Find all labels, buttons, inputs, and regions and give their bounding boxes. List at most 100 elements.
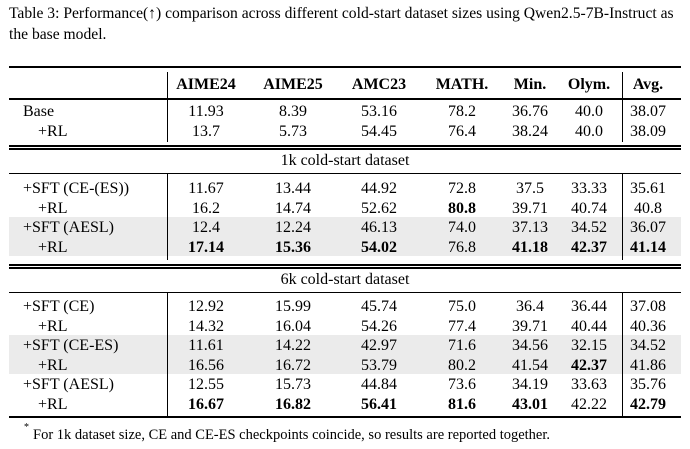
table-cell: 78.2: [448, 103, 476, 120]
table-cell: 77.4: [448, 317, 476, 335]
table-cell: 41.86: [630, 356, 666, 374]
row-label: +RL: [38, 317, 68, 335]
row-label: +RL: [38, 395, 68, 413]
column-header: AIME24: [176, 76, 236, 93]
table-row: +SFT (AESL) 12.55 15.73 44.84 73.6 34.19 33.63…: [9, 375, 681, 395]
section-title-rule: [9, 173, 681, 174]
section-end-rule: [9, 267, 681, 269]
table-cell: 40.36: [630, 317, 666, 335]
table-cell: 38.09: [630, 122, 666, 140]
table-cell: 39.71: [512, 317, 548, 335]
table-footnote: * For 1k dataset size, CE and CE-ES check…: [24, 421, 550, 445]
table-cell: 34.56: [512, 337, 548, 354]
table-cell: 15.73: [275, 376, 311, 393]
row-highlight: [9, 335, 681, 374]
table-cell: 39.71: [512, 199, 548, 217]
table-cell: 42.37: [571, 238, 607, 256]
table-cell: 12.92: [188, 298, 224, 315]
column-separator-avg: [622, 174, 623, 260]
table-cell: 13.44: [275, 180, 311, 197]
table-row: +RL 13.7 5.73 54.45 76.4 38.24 40.0 38.09: [9, 122, 681, 142]
table-cell: 73.6: [448, 376, 476, 393]
table-row: +RL 17.14 15.36 54.02 76.8 41.18 42.37 41.14: [9, 238, 681, 258]
table-cell: 42.37: [571, 356, 607, 374]
column-separator-label: [167, 174, 168, 260]
row-label: +SFT (CE-ES): [23, 337, 119, 354]
column-separator-label: [167, 72, 168, 98]
table-cell: 43.01: [512, 395, 548, 413]
table-cell: 44.84: [361, 376, 397, 393]
table-cell: 32.15: [571, 337, 607, 354]
table-cell: 11.67: [188, 180, 224, 197]
table-cell: 37.13: [512, 219, 548, 236]
table-cell: 40.8: [634, 199, 662, 217]
table-cell: 13.7: [192, 122, 220, 140]
table-cell: 41.18: [512, 238, 548, 256]
section-title: 1k cold-start dataset: [280, 152, 410, 169]
table-row: +SFT (CE-(ES)) 11.67 13.44 44.92 72.8 37.5 33.…: [9, 179, 681, 199]
table-cell: 41.54: [512, 356, 548, 374]
table-cell: 41.14: [630, 238, 666, 256]
footnote-text: For 1k dataset size, CE and CE-ES checkp…: [33, 426, 551, 443]
table-cell: 37.5: [516, 180, 544, 197]
table-cell: 33.63: [571, 376, 607, 393]
table-cell: 36.4: [516, 298, 544, 315]
table-cell: 76.4: [448, 122, 476, 140]
table-cell: 76.8: [448, 238, 476, 256]
table-cell: 37.08: [630, 298, 666, 315]
section-title: 6k cold-start dataset: [280, 271, 410, 288]
table-cell: 34.52: [571, 219, 607, 236]
table-cell: 74.0: [448, 219, 476, 236]
table-cell: 33.33: [571, 180, 607, 197]
column-separator-avg: [622, 293, 623, 418]
table-cell: 34.52: [630, 337, 666, 354]
table-cell: 46.13: [361, 219, 397, 236]
row-label: +SFT (AESL): [23, 376, 114, 393]
table-cell: 36.44: [571, 298, 607, 315]
table-row: +RL 16.2 14.74 52.62 80.8 39.71 40.74 40.8: [9, 199, 681, 219]
table-cell: 16.67: [188, 395, 224, 413]
table-cell: 14.22: [275, 337, 311, 354]
top-rule: [9, 66, 681, 68]
column-header: AMC23: [351, 76, 407, 93]
table-cell: 38.07: [630, 103, 666, 120]
table-cell: 44.92: [361, 180, 397, 197]
table-cell: 38.24: [512, 122, 548, 140]
row-label: Base: [23, 103, 55, 120]
table-row: +RL 14.32 16.04 54.26 77.4 39.71 40.44 40.36: [9, 317, 681, 337]
table-cell: 54.02: [361, 238, 397, 256]
table-cell: 16.04: [275, 317, 311, 335]
column-header: Min.: [513, 76, 547, 93]
table-cell: 81.6: [448, 395, 476, 413]
table-cell: 11.61: [188, 337, 224, 354]
table-cell: 36.76: [512, 103, 548, 120]
section-end-rule: [9, 264, 681, 266]
table-cell: 12.24: [275, 219, 311, 236]
table-row: +RL 16.56 16.72 53.79 80.2 41.54 42.37 41.86: [9, 356, 681, 376]
row-highlight: [9, 217, 681, 256]
column-header: MATH.: [435, 76, 489, 93]
table-cell: 80.2: [448, 356, 476, 374]
row-label: +SFT (CE): [23, 298, 95, 315]
table-cell: 16.2: [192, 199, 220, 217]
section-rule-1b: [9, 148, 681, 150]
header-row: AIME24 AIME25 AMC23 MATH. Min. Olym. Avg.: [9, 75, 681, 95]
header-rule: [9, 98, 681, 100]
table-cell: 16.56: [188, 356, 224, 374]
footnote-marker: *: [24, 422, 29, 433]
table-cell: 42.22: [571, 395, 607, 413]
column-separator-avg: [622, 72, 623, 98]
table-cell: 5.73: [279, 122, 307, 140]
row-label: +SFT (AESL): [23, 219, 114, 236]
table-cell: 40.74: [571, 199, 607, 217]
column-header: Avg.: [632, 76, 664, 93]
table-cell: 52.62: [361, 199, 397, 217]
section-title-rule: [9, 292, 681, 293]
table-cell: 35.61: [630, 180, 666, 197]
table-cell: 45.74: [361, 298, 397, 315]
table-cell: 75.0: [448, 298, 476, 315]
table-cell: 42.79: [630, 395, 666, 413]
column-separator-label: [167, 293, 168, 418]
table-cell: 12.4: [192, 219, 220, 236]
table-cell: 71.6: [448, 337, 476, 354]
